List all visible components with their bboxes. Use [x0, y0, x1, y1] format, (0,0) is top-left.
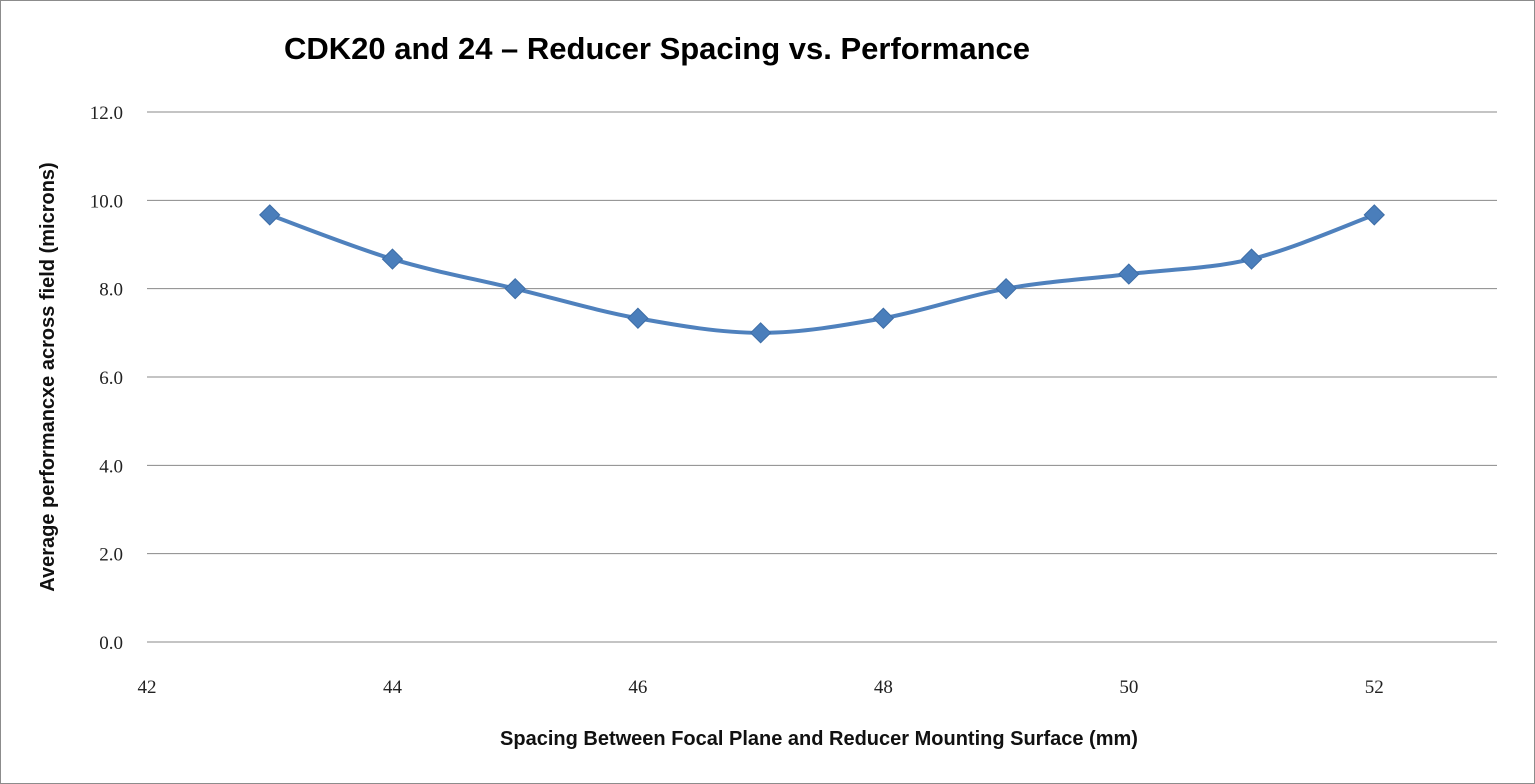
- x-tick-label: 44: [383, 677, 403, 698]
- chart-title: CDK20 and 24 – Reducer Spacing vs. Perfo…: [284, 31, 1030, 66]
- data-point-marker: [872, 307, 895, 329]
- x-tick-label: 48: [874, 677, 893, 698]
- x-tick-label: 50: [1119, 677, 1138, 698]
- y-tick-label: 10.0: [90, 191, 123, 212]
- data-point-marker: [627, 307, 649, 329]
- x-tick-label: 42: [138, 677, 157, 698]
- y-tick-label: 0.0: [99, 633, 123, 654]
- data-point-marker: [1118, 263, 1140, 285]
- data-point-marker: [1240, 248, 1263, 270]
- data-point-marker: [504, 277, 526, 300]
- x-axis-label: Spacing Between Focal Plane and Reducer …: [500, 728, 1138, 750]
- data-point-marker: [381, 248, 404, 270]
- y-tick-label: 12.0: [90, 103, 123, 124]
- data-point-marker: [749, 322, 772, 344]
- y-tick-label: 6.0: [99, 368, 123, 389]
- y-axis-label: Average performancxe across field (micro…: [37, 162, 59, 591]
- x-tick-label: 46: [628, 677, 647, 698]
- x-tick-label: 52: [1365, 677, 1384, 698]
- data-point-marker: [1363, 204, 1385, 226]
- data-point-marker: [259, 204, 281, 226]
- series-line: [267, 212, 1377, 335]
- data-point-marker: [995, 277, 1017, 300]
- y-tick-labels: 0.0 2.0 4.0 6.0 8.0 10.0 12.0: [90, 103, 123, 654]
- series-layer: [259, 204, 1385, 344]
- x-tick-labels: 42 44 46 48 50 52: [138, 677, 1384, 698]
- grid-layer: [147, 111, 1497, 643]
- y-tick-label: 4.0: [99, 456, 123, 477]
- y-tick-label: 2.0: [99, 545, 123, 566]
- y-tick-label: 8.0: [99, 280, 123, 301]
